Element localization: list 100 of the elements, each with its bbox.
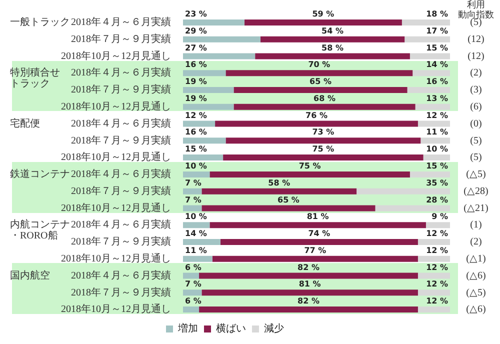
bar — [426, 222, 450, 228]
bar — [183, 171, 210, 178]
data-label: 16 % — [426, 77, 448, 86]
data-label: 19 % — [185, 94, 207, 103]
data-label: 14 % — [426, 60, 448, 70]
data-label: 10 % — [185, 212, 207, 222]
data-label: 15 % — [185, 144, 207, 154]
bar — [183, 290, 202, 296]
y-tick-label: 2018年10月～12月見通し — [61, 50, 171, 62]
bar — [212, 256, 418, 262]
bar — [418, 120, 450, 127]
data-label: 11 % — [426, 128, 448, 137]
bar — [183, 205, 202, 212]
bar — [226, 70, 413, 76]
bar — [410, 53, 450, 60]
data-label: 6 % — [185, 262, 202, 272]
data-label: 7 % — [185, 280, 202, 289]
data-label: 75 % — [312, 144, 334, 154]
data-label: 12 % — [426, 280, 448, 289]
y-tick-label: 2018年４月～６月実績 — [71, 218, 171, 231]
bar — [423, 154, 450, 161]
bar — [183, 154, 224, 161]
data-label: 73 % — [312, 128, 334, 137]
data-label: 10 % — [185, 162, 207, 171]
data-label: 9 % — [432, 212, 448, 222]
y-tick-label: 2018年７月～９月実績 — [71, 32, 171, 45]
data-label: 19 % — [185, 77, 207, 86]
bar — [244, 19, 402, 26]
bar — [183, 188, 202, 194]
bar — [418, 272, 450, 279]
data-label: 12 % — [426, 229, 448, 238]
bar — [356, 188, 450, 194]
y-tick-label: 2018年10月～12月見通し — [61, 151, 171, 164]
bar — [183, 272, 200, 279]
bar — [375, 205, 450, 212]
data-label: 12 % — [426, 262, 448, 272]
data-label: 82 % — [298, 296, 320, 306]
bar — [183, 239, 220, 245]
data-label: 16 % — [185, 60, 207, 70]
data-label: 70 % — [308, 60, 330, 70]
bar — [215, 120, 418, 127]
data-label: 35 % — [426, 178, 448, 188]
bar — [183, 53, 256, 60]
y-tick-label: 2018年４月～６月実績 — [71, 269, 171, 282]
data-label: 11 % — [185, 246, 207, 255]
bar — [415, 104, 450, 110]
bar — [183, 138, 226, 144]
data-label: 16 % — [185, 128, 207, 137]
y-tick-label: 2018年７月～９月実績 — [71, 184, 171, 197]
data-label: 58 % — [268, 178, 290, 188]
text: (△6) — [466, 270, 486, 282]
text: (△21) — [464, 202, 488, 214]
text: (2) — [470, 68, 482, 79]
data-label: 10 % — [426, 144, 448, 154]
bar — [418, 290, 450, 296]
text: 国内航空 — [10, 269, 50, 282]
bar — [183, 36, 260, 42]
data-label: 29 % — [185, 26, 207, 36]
bar — [234, 87, 408, 93]
data-label: 68 % — [314, 94, 336, 103]
data-label: 58 % — [322, 43, 344, 52]
data-label: 75 % — [298, 162, 321, 171]
text: 鉄道コンテナ — [10, 168, 70, 180]
bar — [412, 70, 450, 76]
text: (0) — [470, 118, 482, 130]
bar — [202, 290, 418, 296]
bar — [402, 19, 450, 26]
text: (5) — [470, 17, 482, 28]
text: (12) — [468, 50, 484, 62]
text: (△28) — [464, 186, 488, 197]
bar — [407, 87, 450, 93]
data-label: 23 % — [185, 10, 207, 19]
bar — [202, 188, 357, 194]
text: (△5) — [466, 287, 486, 298]
bar — [183, 104, 234, 110]
bar — [202, 205, 376, 212]
y-tick-label: 2018年７月～９月実績 — [71, 84, 171, 96]
data-label: 6 % — [185, 296, 202, 306]
y-tick-label: 2018年10月～12月見通し — [61, 100, 171, 113]
text: 特別積合せトラック — [10, 66, 60, 90]
data-label: 65 % — [310, 77, 332, 86]
y-tick-label: 2018年７月～９月実績 — [71, 236, 171, 248]
text: (3) — [470, 84, 482, 96]
y-tick-label: 2018年７月～９月実績 — [71, 286, 171, 298]
data-label: 82 % — [298, 262, 320, 272]
data-label: 59 % — [312, 10, 334, 19]
bar — [234, 104, 416, 110]
text: (△6) — [466, 304, 486, 316]
data-label: 14 % — [185, 229, 207, 238]
data-label: 65 % — [277, 195, 300, 204]
data-label: 12 % — [426, 246, 448, 255]
data-label: 15 % — [426, 162, 448, 171]
data-label: 76 % — [306, 110, 328, 120]
text: (1) — [470, 220, 482, 231]
text: 宅配便 — [10, 117, 40, 130]
text: (12) — [468, 34, 484, 45]
bar — [183, 306, 200, 313]
data-label: 28 % — [426, 195, 448, 204]
text: (5) — [470, 152, 482, 164]
y-tick-label: 2018年４月～６月実績 — [71, 117, 171, 130]
